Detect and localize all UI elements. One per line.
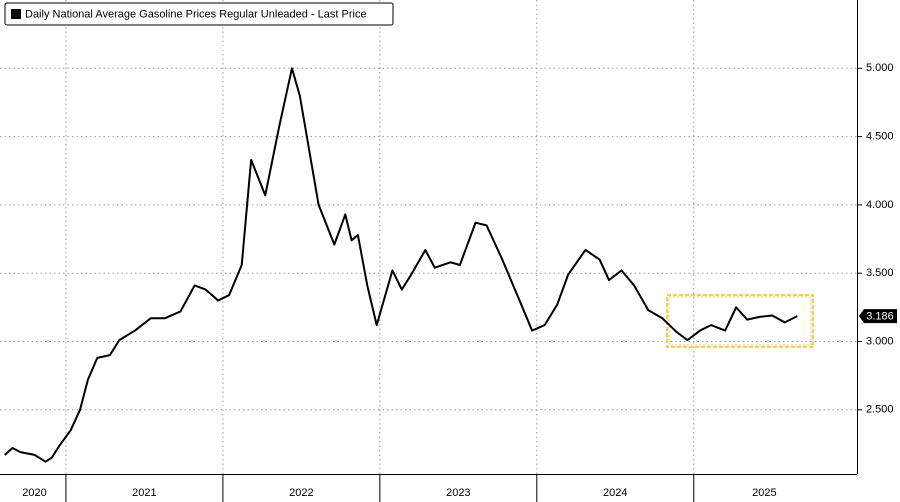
y-tick-label: 4.500	[866, 131, 894, 143]
last-price-label: 3.186	[866, 310, 894, 322]
line-series	[4, 67, 798, 463]
x-tick-label: 2025	[752, 487, 776, 499]
x-tick-label: 2022	[289, 487, 313, 499]
y-tick-label: 3.000	[866, 335, 894, 347]
y-tick-label: 4.000	[866, 199, 894, 211]
x-tick-label: 2020	[22, 487, 46, 499]
y-tick-label: 2.500	[866, 404, 894, 416]
x-tick-label: 2021	[132, 487, 156, 499]
x-tick-label: 2023	[446, 487, 470, 499]
highlight-box-inner	[668, 296, 812, 346]
x-tick-label: 2024	[603, 487, 627, 499]
highlight-box	[666, 294, 814, 348]
y-tick-label: 5.000	[866, 62, 894, 74]
legend-swatch	[11, 9, 21, 19]
last-price-tag	[859, 309, 897, 324]
legend-box	[4, 2, 394, 26]
y-tick-label: 3.500	[866, 267, 894, 279]
chart-title: Daily National Average Gasoline Prices R…	[25, 8, 367, 20]
